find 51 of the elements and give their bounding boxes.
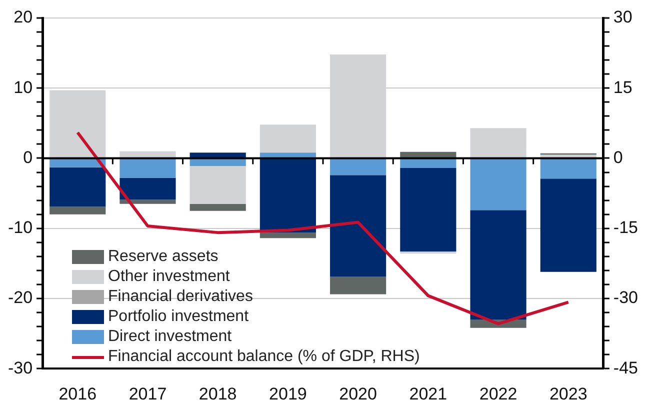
bar (400, 158, 456, 168)
x-tick-label: 2022 (479, 384, 518, 404)
bar (260, 158, 316, 233)
legend-label: Portfolio investment (108, 307, 249, 327)
bar (260, 124, 316, 153)
y2-tick-label: -30 (613, 288, 638, 308)
x-tick-label: 2020 (339, 384, 377, 404)
legend-label: Financial account balance (% of GDP, RHS) (108, 347, 420, 367)
legend-label: Direct investment (108, 327, 232, 347)
bar (190, 166, 246, 204)
x-tick-label: 2021 (409, 384, 448, 404)
bar (50, 90, 106, 158)
bar (50, 158, 106, 168)
bar (540, 158, 596, 179)
x-tick-label: 2018 (198, 384, 237, 404)
y-tick-label: -20 (8, 288, 33, 308)
bar (400, 168, 456, 252)
bar (330, 175, 386, 277)
y2-tick-label: 15 (613, 78, 632, 97)
y2-tick-label: -45 (613, 358, 638, 378)
y2-tick-label: 30 (613, 8, 632, 27)
bar (470, 128, 526, 158)
bar (120, 200, 176, 204)
y-tick-label: 10 (14, 78, 33, 97)
x-tick-label: 2016 (58, 384, 97, 404)
y-tick-label: 20 (14, 8, 33, 27)
bar (330, 158, 386, 176)
bar (470, 210, 526, 320)
legend-label: Financial derivatives (108, 287, 253, 307)
y2-tick-label: -15 (613, 218, 638, 238)
x-tick-label: 2017 (128, 384, 167, 404)
bar (260, 232, 316, 238)
bar (330, 276, 386, 294)
bar (50, 206, 106, 214)
bar (540, 178, 596, 272)
y2-tick-label: 0 (613, 148, 623, 167)
bar (120, 158, 176, 178)
bar (120, 178, 176, 200)
y-tick-label: 0 (23, 148, 33, 167)
x-tick-label: 2023 (549, 384, 588, 404)
legend-label: Reserve assets (108, 247, 218, 267)
bar (190, 204, 246, 211)
bar (190, 158, 246, 166)
bar (50, 167, 106, 207)
bar (330, 54, 386, 158)
y-tick-label: -10 (8, 218, 33, 238)
x-tick-label: 2019 (269, 384, 307, 404)
y-tick-label: -30 (8, 358, 33, 378)
bar (120, 151, 176, 158)
bar (470, 158, 526, 210)
legend-label: Other investment (108, 267, 230, 287)
